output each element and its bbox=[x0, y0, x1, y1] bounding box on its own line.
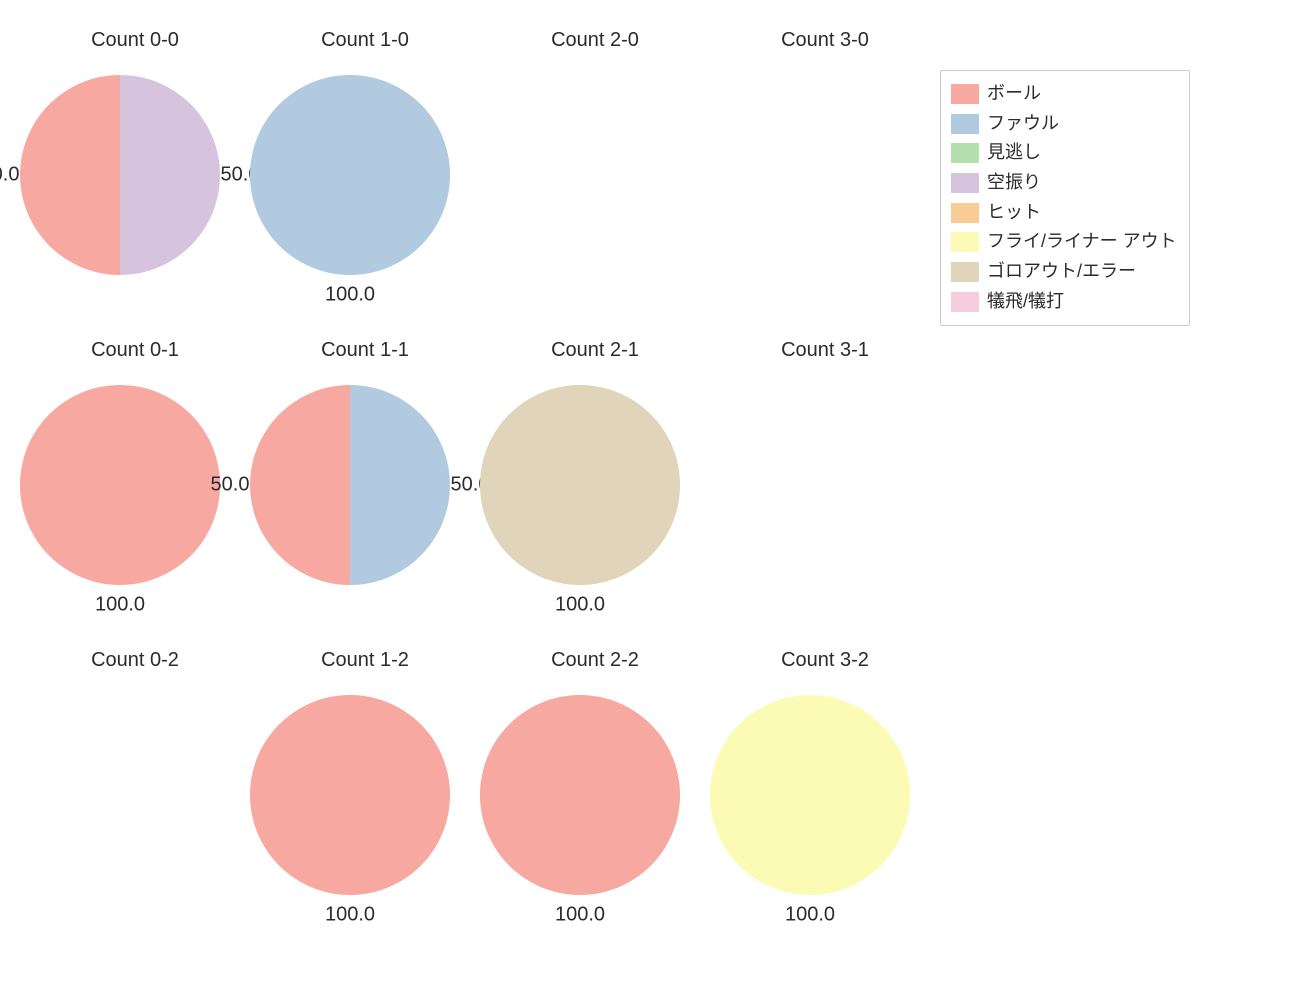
panel-title: Count 3-0 bbox=[710, 29, 940, 52]
pie-panel: Count 1-150.050.0 bbox=[250, 375, 480, 605]
legend-item: 空振り bbox=[951, 168, 1177, 198]
pie-slice bbox=[250, 695, 450, 895]
legend-label: ゴロアウト/エラー bbox=[987, 257, 1136, 287]
legend-swatch bbox=[951, 143, 979, 163]
panel-title: Count 1-1 bbox=[250, 339, 480, 362]
legend-item: フライ/ライナー アウト bbox=[951, 227, 1177, 257]
pie-panel: Count 2-1100.0 bbox=[480, 375, 710, 605]
legend-swatch bbox=[951, 84, 979, 104]
pie-slice-label: 100.0 bbox=[555, 593, 605, 615]
panel-title: Count 0-2 bbox=[20, 649, 250, 672]
pie-grid-figure: Count 0-050.050.0Count 1-0100.0Count 2-0… bbox=[0, 0, 1300, 1000]
pie-slice bbox=[480, 385, 680, 585]
pie-panel: Count 1-2100.0 bbox=[250, 685, 480, 915]
panel-title: Count 2-2 bbox=[480, 649, 710, 672]
pie-chart: 100.0 bbox=[250, 65, 480, 295]
legend-item: ボール bbox=[951, 79, 1177, 109]
panel-title: Count 0-1 bbox=[20, 339, 250, 362]
panel-title: Count 2-0 bbox=[480, 29, 710, 52]
pie-slice bbox=[120, 75, 220, 275]
pie-slice-label: 100.0 bbox=[555, 903, 605, 925]
pie-slice bbox=[20, 75, 120, 275]
panel-title: Count 3-2 bbox=[710, 649, 940, 672]
pie-slice bbox=[350, 385, 450, 585]
pie-slice-label: 50.0 bbox=[211, 473, 250, 495]
legend-label: ファウル bbox=[987, 109, 1059, 139]
panel-title: Count 1-2 bbox=[250, 649, 480, 672]
legend-label: 犠飛/犠打 bbox=[987, 287, 1064, 317]
legend-item: ファウル bbox=[951, 109, 1177, 139]
legend-label: ボール bbox=[987, 79, 1041, 109]
pie-slice-label: 100.0 bbox=[785, 903, 835, 925]
pie-chart: 50.050.0 bbox=[250, 375, 480, 605]
pie-chart: 100.0 bbox=[480, 375, 710, 605]
pie-panel: Count 0-050.050.0 bbox=[20, 65, 250, 295]
pie-chart: 100.0 bbox=[480, 685, 710, 915]
legend: ボールファウル見逃し空振りヒットフライ/ライナー アウトゴロアウト/エラー犠飛/… bbox=[940, 70, 1190, 326]
legend-item: ヒット bbox=[951, 198, 1177, 228]
pie-panel: Count 3-0 bbox=[710, 65, 940, 295]
pie-slice bbox=[250, 385, 350, 585]
pie-panel: Count 1-0100.0 bbox=[250, 65, 480, 295]
legend-label: ヒット bbox=[987, 198, 1041, 228]
panel-title: Count 3-1 bbox=[710, 339, 940, 362]
pie-chart: 50.050.0 bbox=[20, 65, 250, 295]
legend-label: フライ/ライナー アウト bbox=[987, 227, 1177, 257]
legend-item: 見逃し bbox=[951, 138, 1177, 168]
pie-slice bbox=[710, 695, 910, 895]
pie-slice-label: 100.0 bbox=[95, 593, 145, 615]
pie-chart: 100.0 bbox=[710, 685, 940, 915]
legend-swatch bbox=[951, 114, 979, 134]
pie-panel: Count 3-2100.0 bbox=[710, 685, 940, 915]
legend-swatch bbox=[951, 173, 979, 193]
pie-panel: Count 3-1 bbox=[710, 375, 940, 605]
legend-swatch bbox=[951, 262, 979, 282]
legend-swatch bbox=[951, 232, 979, 252]
pie-slice bbox=[480, 695, 680, 895]
panel-title: Count 0-0 bbox=[20, 29, 250, 52]
pie-slice-label: 100.0 bbox=[325, 283, 375, 305]
pie-panel: Count 2-0 bbox=[480, 65, 710, 295]
legend-swatch bbox=[951, 292, 979, 312]
legend-label: 空振り bbox=[987, 168, 1041, 198]
pie-panel: Count 2-2100.0 bbox=[480, 685, 710, 915]
pie-slice bbox=[250, 75, 450, 275]
panel-title: Count 2-1 bbox=[480, 339, 710, 362]
legend-swatch bbox=[951, 203, 979, 223]
pie-chart: 100.0 bbox=[250, 685, 480, 915]
legend-label: 見逃し bbox=[987, 138, 1041, 168]
legend-item: ゴロアウト/エラー bbox=[951, 257, 1177, 287]
pie-slice-label: 50.0 bbox=[0, 163, 19, 185]
pie-slice bbox=[20, 385, 220, 585]
legend-item: 犠飛/犠打 bbox=[951, 287, 1177, 317]
pie-panel: Count 0-2 bbox=[20, 685, 250, 915]
panel-title: Count 1-0 bbox=[250, 29, 480, 52]
pie-slice-label: 100.0 bbox=[325, 903, 375, 925]
